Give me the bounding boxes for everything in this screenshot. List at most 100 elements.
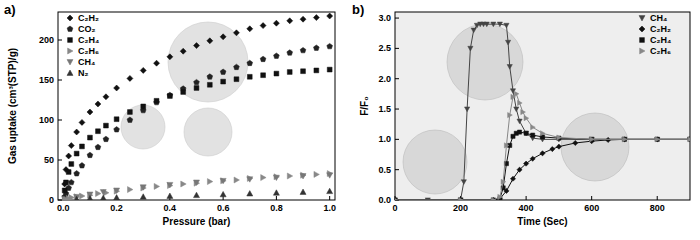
data-point bbox=[655, 137, 659, 141]
data-point bbox=[531, 125, 536, 130]
data-point bbox=[167, 94, 172, 99]
y-tick-label: 0 bbox=[49, 195, 54, 205]
data-point bbox=[514, 91, 519, 96]
data-point bbox=[287, 173, 292, 179]
data-point bbox=[484, 22, 489, 27]
data-point bbox=[458, 198, 462, 200]
data-point bbox=[87, 195, 93, 200]
legend-marker bbox=[639, 26, 645, 32]
data-point bbox=[274, 53, 280, 58]
data-point bbox=[128, 110, 133, 115]
y-tick bbox=[58, 200, 62, 201]
data-point bbox=[300, 174, 306, 179]
data-point bbox=[234, 64, 240, 69]
legend-label: C₂H₂ bbox=[78, 13, 99, 23]
data-point bbox=[605, 137, 610, 142]
data-point bbox=[247, 74, 252, 79]
data-point bbox=[395, 198, 397, 200]
legend-marker bbox=[67, 70, 73, 75]
data-point bbox=[531, 133, 535, 137]
x-tick-label: 0.8 bbox=[270, 203, 283, 213]
data-point bbox=[517, 130, 521, 134]
data-point bbox=[504, 23, 509, 28]
data-point bbox=[465, 107, 470, 112]
data-point bbox=[491, 22, 496, 27]
x-tick bbox=[276, 196, 277, 200]
plot-background bbox=[395, 12, 690, 200]
data-point bbox=[530, 156, 535, 161]
data-point bbox=[524, 131, 528, 135]
data-point bbox=[154, 98, 159, 103]
data-point bbox=[327, 188, 333, 193]
inset-structure bbox=[168, 22, 248, 102]
legend-marker bbox=[67, 15, 73, 21]
data-point bbox=[517, 100, 522, 105]
data-point bbox=[114, 188, 120, 193]
data-point bbox=[247, 175, 252, 181]
data-point bbox=[327, 43, 333, 48]
inset-structure bbox=[447, 24, 523, 100]
data-point bbox=[273, 190, 279, 195]
data-point bbox=[234, 177, 239, 183]
data-point bbox=[508, 113, 513, 118]
data-point bbox=[622, 137, 627, 142]
data-point bbox=[207, 179, 212, 185]
legend-marker bbox=[640, 48, 645, 54]
data-point bbox=[622, 137, 627, 142]
data-point bbox=[274, 174, 279, 180]
data-point bbox=[458, 197, 463, 200]
y-tick-label: 1.0 bbox=[378, 134, 391, 144]
y-tick bbox=[58, 160, 62, 161]
x-tick-label: 0.6 bbox=[217, 203, 230, 213]
data-point bbox=[194, 86, 199, 91]
legend-marker bbox=[68, 48, 73, 54]
data-point bbox=[524, 116, 529, 121]
data-point bbox=[181, 181, 186, 187]
legend-marker bbox=[67, 26, 73, 31]
data-point bbox=[287, 50, 293, 55]
data-point bbox=[590, 137, 594, 141]
x-tick-label: 600 bbox=[584, 203, 599, 213]
y-tick-label: 50 bbox=[44, 155, 54, 165]
data-point bbox=[127, 75, 133, 81]
data-point bbox=[261, 175, 266, 181]
data-point bbox=[180, 48, 186, 54]
x-tick-label: 0.4 bbox=[164, 203, 177, 213]
legend-label: CO₂ bbox=[78, 24, 96, 34]
data-point bbox=[247, 177, 253, 182]
data-point bbox=[96, 129, 101, 134]
y-tick bbox=[395, 109, 399, 110]
data-point bbox=[66, 170, 71, 175]
data-point bbox=[141, 104, 146, 109]
data-point bbox=[154, 60, 160, 66]
data-point bbox=[458, 198, 463, 200]
legend-marker bbox=[67, 60, 73, 65]
data-point bbox=[69, 162, 74, 167]
data-point bbox=[88, 135, 93, 140]
figure: 0.00.20.40.60.81.0050100150200Pressure (… bbox=[0, 0, 700, 240]
inset-structure bbox=[121, 105, 165, 149]
legend: CH₄C₂H₂C₂H₄C₂H₆ bbox=[639, 13, 671, 56]
y-tick bbox=[58, 120, 62, 121]
data-point bbox=[87, 109, 93, 115]
data-point bbox=[167, 54, 173, 60]
data-point bbox=[140, 194, 146, 199]
legend-label: C₂H₄ bbox=[78, 35, 99, 45]
data-point bbox=[74, 196, 80, 200]
y-tick-label: 2.0 bbox=[378, 74, 391, 84]
data-point bbox=[96, 191, 101, 197]
series-line bbox=[395, 94, 690, 200]
series-line bbox=[395, 139, 690, 200]
data-point bbox=[301, 172, 306, 178]
data-point bbox=[114, 85, 120, 91]
data-group bbox=[62, 13, 333, 200]
x-tick-label: 400 bbox=[519, 203, 534, 213]
series-line bbox=[395, 132, 690, 200]
data-point bbox=[103, 94, 109, 100]
data-point bbox=[114, 188, 119, 194]
data-point bbox=[154, 183, 159, 189]
data-point bbox=[514, 107, 519, 112]
data-point bbox=[301, 69, 306, 74]
legend-label: C₂H₂ bbox=[650, 24, 671, 34]
panel-label: a) bbox=[4, 2, 16, 17]
